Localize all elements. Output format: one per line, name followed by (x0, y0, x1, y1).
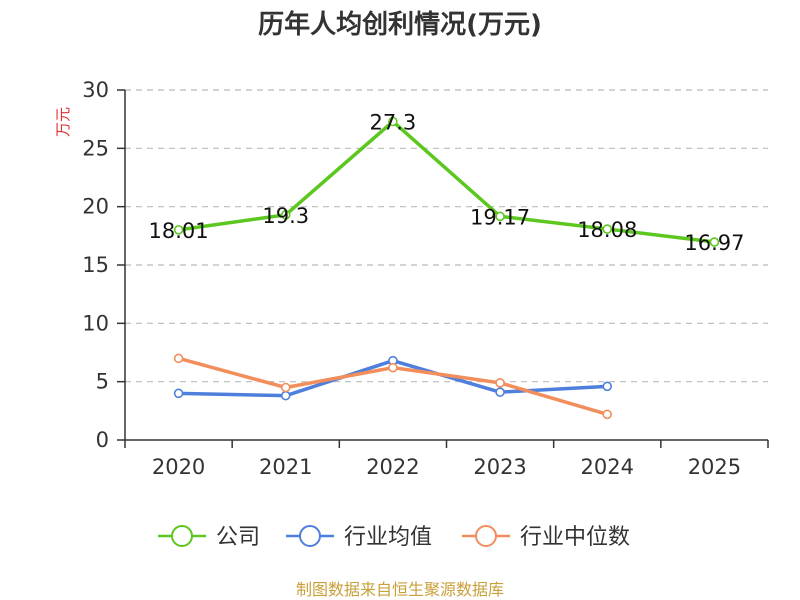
series-line (178, 119, 715, 244)
legend-label: 行业中位数 (520, 525, 630, 550)
source-note: 制图数据来自恒生聚源数据库 (296, 580, 504, 599)
y-axis-label: 万元 (54, 107, 72, 137)
y-tick-label: 0 (96, 428, 109, 452)
data-label: 18.01 (149, 219, 209, 243)
data-label: 18.08 (577, 218, 637, 242)
data-point (709, 237, 720, 247)
x-tick-label: 2025 (688, 455, 741, 479)
data-label: 16.97 (684, 231, 744, 255)
x-tick-label: 2020 (152, 455, 205, 479)
gridlines (125, 89, 768, 383)
data-label: 27.3 (370, 111, 417, 135)
x-tick-labels: 2020 2021 2022 2023 2024 2025 (152, 455, 741, 479)
legend-swatch-marker (171, 525, 193, 547)
x-tick-label: 2023 (473, 455, 526, 479)
data-point (388, 362, 398, 373)
data-point (495, 387, 505, 397)
x-tick-label: 2022 (366, 455, 419, 479)
data-point (280, 210, 291, 220)
legend-label: 公司 (216, 525, 260, 550)
data-point (173, 353, 184, 364)
x-tick-label: 2021 (259, 455, 312, 479)
series-lines (173, 116, 720, 420)
y-tick-label: 15 (82, 253, 109, 277)
data-point (602, 409, 613, 420)
y-tick-label: 25 (82, 136, 109, 160)
data-point (495, 378, 505, 388)
data-labels: 18.01 19.3 27.3 19.17 18.08 16.97 (149, 111, 745, 256)
chart-title: 历年人均创利情况(万元) (258, 9, 542, 40)
legend-swatch-marker (299, 525, 321, 547)
x-tick-label: 2024 (581, 455, 634, 479)
data-label: 19.3 (262, 204, 309, 228)
y-tick-label: 30 (82, 78, 109, 102)
data-point (602, 224, 613, 234)
data-point (280, 382, 291, 393)
y-tick-label: 10 (82, 311, 109, 335)
data-point (602, 381, 613, 392)
legend: 公司 行业均值 行业中位数 (158, 525, 630, 550)
data-point (388, 116, 398, 127)
data-point (173, 388, 184, 399)
y-tick-label: 20 (82, 195, 109, 219)
axes (117, 89, 769, 448)
data-point (495, 211, 505, 222)
y-tick-label: 5 (96, 370, 109, 394)
legend-label: 行业均值 (344, 525, 432, 550)
data-point (173, 225, 184, 235)
legend-swatch-marker (475, 525, 497, 547)
data-point (280, 390, 291, 401)
y-tick-labels: 0 5 10 15 20 25 30 (82, 78, 109, 452)
data-label: 19.17 (470, 205, 530, 229)
